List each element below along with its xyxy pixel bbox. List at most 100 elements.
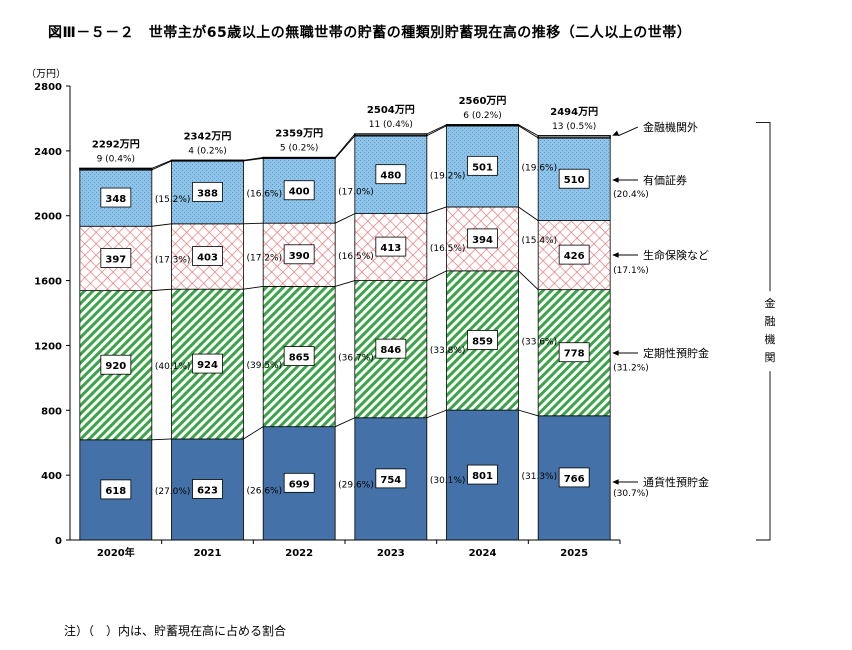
y-tick-label: 1200 — [34, 341, 62, 352]
legend-label: 生命保険など — [643, 248, 709, 262]
connector-line — [243, 157, 264, 162]
footnote: 注）（ ）内は、貯蓄現在高に占める割合 — [64, 624, 287, 638]
connector-line — [334, 213, 356, 224]
data-label-percent: (33.6%) — [522, 337, 558, 347]
value-box — [100, 248, 132, 268]
legend-arrow-head — [612, 177, 619, 183]
data-label-percent: (26.6%) — [247, 486, 283, 496]
data-label-outer: 13 (0.5%) — [552, 122, 596, 132]
data-label-value: 480 — [380, 171, 401, 182]
data-label-percent: (19.2%) — [430, 172, 466, 182]
total-label: 2292万円 — [92, 138, 140, 150]
value-box — [192, 353, 223, 374]
bar-segment — [445, 124, 520, 127]
y-unit-label: （万円） — [26, 68, 66, 80]
connector-line — [426, 409, 447, 419]
data-label-outer: 6 (0.2%) — [463, 111, 501, 121]
y-tick-label: 2000 — [34, 212, 62, 223]
page-title: 図Ⅲ－５－２ 世帯主が65歳以上の無職世帯の貯蓄の種類別貯蓄現在高の推移（二人以… — [48, 25, 692, 41]
value-box — [192, 479, 223, 499]
data-label-value: 924 — [197, 360, 218, 371]
value-box — [558, 467, 590, 488]
data-label-value: 623 — [197, 485, 218, 496]
data-label-value: 920 — [105, 361, 126, 372]
y-tick-label: 2400 — [34, 147, 62, 158]
total-label: 2359万円 — [275, 128, 323, 140]
connector-line — [335, 280, 355, 287]
legend-label: 有価証券 — [643, 173, 687, 187]
value-box — [375, 338, 407, 359]
data-label-percent: (17.0%) — [338, 188, 374, 198]
value-box — [558, 244, 590, 265]
data-label-value: 397 — [105, 254, 126, 265]
connector-line — [243, 157, 264, 161]
y-tick-label: 1600 — [34, 277, 62, 288]
value-box — [283, 180, 315, 201]
bar-segment — [537, 135, 611, 139]
value-box — [283, 472, 315, 493]
data-label-percent: (30.7%) — [613, 489, 649, 499]
bracket-label-char: 機 — [765, 332, 776, 346]
value-box — [192, 246, 223, 266]
connector-line — [518, 409, 539, 417]
data-label-percent: (16.5%) — [430, 244, 466, 254]
connector-line — [426, 124, 447, 135]
data-label-value: 426 — [564, 251, 585, 262]
x-tick-label: 2024 — [469, 548, 497, 559]
bracket-label-char: 関 — [765, 351, 776, 364]
legend-arrow-head — [612, 130, 620, 136]
connector-line — [151, 159, 172, 169]
connector-line — [426, 270, 447, 281]
connector-line — [151, 160, 172, 171]
y-tick-label: 0 — [55, 536, 62, 547]
data-label-value: 699 — [289, 479, 310, 490]
data-label-percent: (27.0%) — [155, 487, 191, 497]
data-label-value: 413 — [380, 243, 401, 254]
value-box — [192, 181, 223, 202]
data-label-outer: 9 (0.4%) — [97, 154, 135, 164]
connector-line — [243, 222, 264, 225]
connector-line — [518, 124, 539, 137]
total-label: 2342万円 — [184, 130, 232, 142]
value-box — [283, 346, 315, 366]
x-tick-label: 2025 — [560, 548, 588, 559]
x-tick-label: 2021 — [194, 548, 222, 559]
data-label-value: 348 — [105, 194, 126, 205]
data-label-percent: (29.6%) — [338, 480, 374, 490]
legend-arrow-line — [617, 126, 639, 137]
data-label-percent: (40.1%) — [155, 362, 191, 372]
value-box — [100, 354, 132, 375]
legend-arrow-head — [612, 479, 619, 485]
connector-line — [243, 426, 264, 440]
total-label: 2494万円 — [550, 106, 598, 118]
data-label-value: 859 — [472, 336, 493, 347]
x-tick-label: 2023 — [377, 548, 405, 559]
bar-segment — [354, 133, 428, 137]
data-label-percent: (17.2%) — [247, 253, 283, 263]
data-label-percent: (15.4%) — [522, 236, 558, 246]
connector-line — [334, 135, 356, 159]
connector-line — [518, 125, 539, 139]
bracket-label-bg — [761, 291, 779, 372]
data-label-value: 510 — [564, 175, 585, 186]
x-tick-label: 2020年 — [97, 546, 135, 559]
value-box — [100, 187, 132, 208]
bracket-label-char: 金 — [765, 296, 776, 310]
connector-line — [334, 133, 356, 158]
data-label-percent: (31.3%) — [522, 472, 558, 482]
data-label-percent: (36.7%) — [338, 354, 374, 364]
data-label-value: 390 — [289, 251, 310, 262]
data-label-percent: (16.6%) — [247, 189, 283, 199]
connector-lines — [151, 124, 539, 441]
bar-segment — [262, 156, 336, 160]
data-label-value: 501 — [472, 162, 493, 173]
data-label-outer: 4 (0.2%) — [188, 146, 226, 156]
data-label-percent: (17.3%) — [155, 255, 191, 265]
legend-arrow-head — [612, 350, 619, 356]
x-tick-label: 2022 — [285, 548, 313, 559]
y-tick-label: 2800 — [34, 82, 62, 93]
bracket-label-char: 融 — [765, 315, 776, 328]
axes: 0 400 800 1200 1600 2000 2400 2800 （万円） 2020年 2021… — [26, 68, 621, 559]
connector-line — [151, 288, 172, 292]
